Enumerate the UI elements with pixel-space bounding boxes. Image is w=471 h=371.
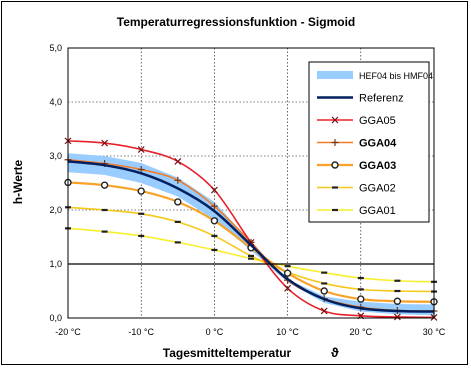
data-point-gga03 [210, 217, 219, 225]
band-area [68, 153, 434, 316]
legend-label: GGA03 [359, 160, 396, 172]
data-point-gga04 [137, 166, 145, 173]
legend-label: GGA01 [359, 205, 396, 217]
x-tick-label: 30 °C [423, 327, 446, 337]
y-tick-label: 4,0 [49, 97, 62, 107]
series-line-referenz [67, 160, 435, 313]
data-point-gga03 [357, 295, 365, 303]
y-axis-label: h-Werte [11, 159, 25, 204]
y-tick-label: 3,0 [49, 151, 62, 161]
plot-border [67, 47, 435, 319]
chart-frame: Temperaturregressionsfunktion - Sigmoid … [1, 1, 468, 365]
x-tick-label: 20 °C [349, 327, 372, 337]
legend-label: GGA05 [359, 115, 396, 127]
data-point-gga03 [283, 269, 292, 277]
data-point-gga05 [137, 146, 145, 153]
data-point-gga05 [393, 313, 401, 321]
data-point-gga04 [210, 202, 218, 210]
legend-label: GGA04 [359, 138, 397, 150]
data-point-gga05 [320, 307, 328, 315]
legend-swatch-band [317, 71, 353, 79]
y-tick-label: 0,0 [49, 313, 62, 323]
x-tick-label: 10 °C [276, 327, 299, 337]
legend: HEF04 bis HMF04 Referenz GGA05 GGA04 GGA03 GG… [308, 61, 433, 223]
chart-title: Temperaturregressionsfunktion - Sigmoid [117, 15, 355, 29]
x-axis-label-group: Tagesmitteltemperatur ϑ [163, 345, 339, 360]
data-point-gga05 [174, 157, 182, 165]
legend-marker-gga04 [331, 139, 339, 146]
y-tick-label: 5,0 [49, 43, 62, 53]
data-point-gga05 [284, 284, 292, 292]
data-point-gga03 [137, 187, 145, 195]
legend-label: Referenz [359, 93, 404, 105]
legend-label: GGA02 [359, 183, 396, 195]
chart-svg: Temperaturregressionsfunktion - Sigmoid … [11, 15, 446, 360]
y-tick-label: 2,0 [49, 205, 62, 215]
data-point-gga05 [210, 186, 218, 194]
x-tick-label: -20 °C [55, 327, 81, 337]
data-point-gga05 [101, 139, 109, 147]
data-point-gga03 [320, 287, 328, 295]
data-point-gga03 [174, 198, 182, 206]
x-tick-label: -10 °C [128, 327, 154, 337]
legend-marker-gga05 [331, 116, 339, 124]
data-point-gga04 [174, 176, 182, 184]
x-tick-label: 0 °C [206, 327, 224, 337]
x-axis-symbol: ϑ [331, 345, 339, 360]
data-point-gga03 [393, 297, 402, 305]
x-axis-label: Tagesmitteltemperatur [163, 346, 292, 360]
legend-marker-gga03 [331, 161, 339, 169]
y-tick-label: 1,0 [49, 259, 62, 269]
data-point-gga03 [100, 181, 109, 189]
legend-label: HEF04 bis HMF04 [359, 71, 433, 81]
